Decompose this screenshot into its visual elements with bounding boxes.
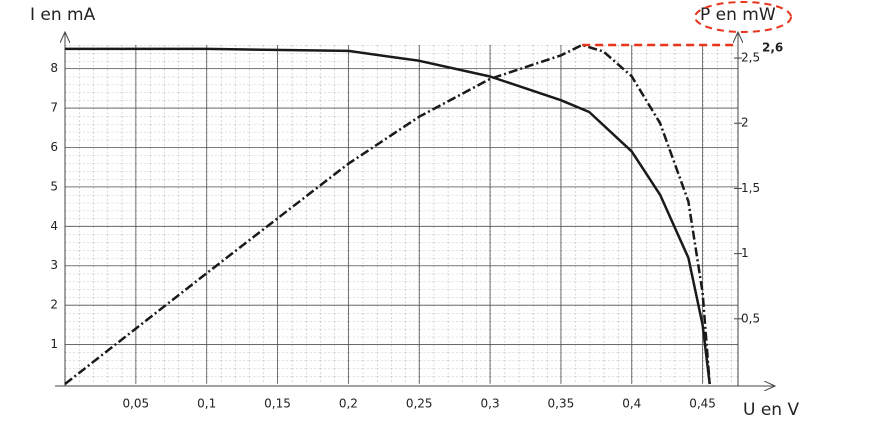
x-tick-label: 0,4 <box>622 397 641 411</box>
annotation-label: 2,6 <box>762 41 783 55</box>
y2-tick-label: 1 <box>741 246 749 260</box>
x-tick-label: 0,45 <box>689 397 716 411</box>
series-line <box>65 47 711 385</box>
y-tick-label: 7 <box>50 101 58 115</box>
plot: 0,05 0,1 0,15 0,2 0,25 0,3 0,35 0,4 0,45 1 2 3 4 5 6 7 8… <box>50 32 783 411</box>
x-tick-label: 0,1 <box>197 397 216 411</box>
grid <box>65 45 738 384</box>
y-tick-label: 5 <box>50 179 58 193</box>
minor-grid <box>65 45 738 384</box>
x-tick-label: 0,15 <box>264 397 291 411</box>
y-tick-label: 1 <box>50 337 58 351</box>
y-axis-label: I en mA <box>30 5 96 25</box>
x-tick-label: 0,05 <box>122 397 149 411</box>
highlight-ellipse <box>694 1 792 33</box>
y2-tick-label: 2,5 <box>741 51 760 65</box>
x-tick-label: 0,35 <box>548 397 575 411</box>
series-line <box>64 43 711 385</box>
y-tick-label: 8 <box>50 61 58 75</box>
y2-tick-label: 2 <box>741 116 749 130</box>
y2-tick-label: 0,5 <box>741 311 760 325</box>
y-tick-label: 3 <box>50 258 58 272</box>
y-tick-label: 6 <box>50 140 58 154</box>
x-tick-label: 0,2 <box>339 397 358 411</box>
y2-tick-label: 1,5 <box>741 181 760 195</box>
x-tick-label: 0,25 <box>406 397 433 411</box>
y-tick-label: 4 <box>50 219 58 233</box>
x-tick-label: 0,3 <box>481 397 500 411</box>
y2-axis-label: P en mW <box>700 5 776 25</box>
y-tick-label: 2 <box>50 298 58 312</box>
x-axis-label: U en V <box>743 400 799 420</box>
